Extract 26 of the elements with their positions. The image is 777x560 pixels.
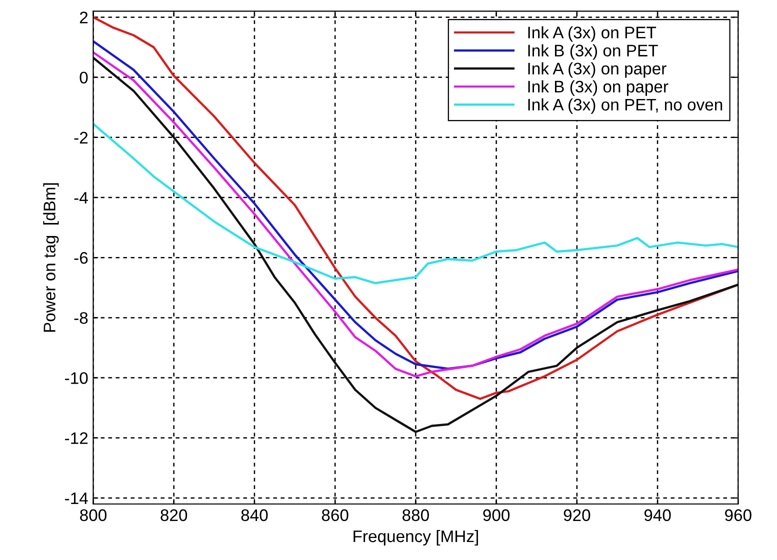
y-tick-label: -2 <box>74 132 88 144</box>
y-tick-label: -4 <box>74 192 88 204</box>
x-tick-label: 920 <box>564 509 590 522</box>
x-tick-label: 840 <box>241 509 268 522</box>
legend-label: Ink B (3x) on paper <box>528 80 668 96</box>
x-tick-label: 960 <box>725 509 752 522</box>
x-tick-label: 940 <box>644 509 671 522</box>
x-tick-label: 800 <box>80 509 106 522</box>
x-axis-title: Frequency [MHz] <box>354 530 478 546</box>
x-tick-label: 820 <box>160 509 188 522</box>
legend-label: Ink A (3x) on PET <box>528 26 656 42</box>
y-tick-label: -14 <box>65 492 88 504</box>
y-tick-label: -10 <box>65 372 88 384</box>
line-series <box>93 122 738 284</box>
y-tick-label: -8 <box>74 312 88 324</box>
x-tick-label: 900 <box>483 509 510 522</box>
y-tick-label: 2 <box>80 12 88 24</box>
y-tick-label: -12 <box>65 432 88 444</box>
y-tick-label: -6 <box>74 252 88 264</box>
legend-label: Ink B (3x) on PET <box>528 44 658 60</box>
y-axis-title: Power on tag [dBm] <box>43 183 59 332</box>
y-tick-label: 0 <box>80 72 88 84</box>
legend-label: Ink A (3x) on PET, no oven <box>528 98 722 114</box>
x-tick-label: 860 <box>322 509 348 522</box>
x-tick-label: 880 <box>402 509 429 522</box>
legend-label: Ink A (3x) on paper <box>528 62 666 78</box>
